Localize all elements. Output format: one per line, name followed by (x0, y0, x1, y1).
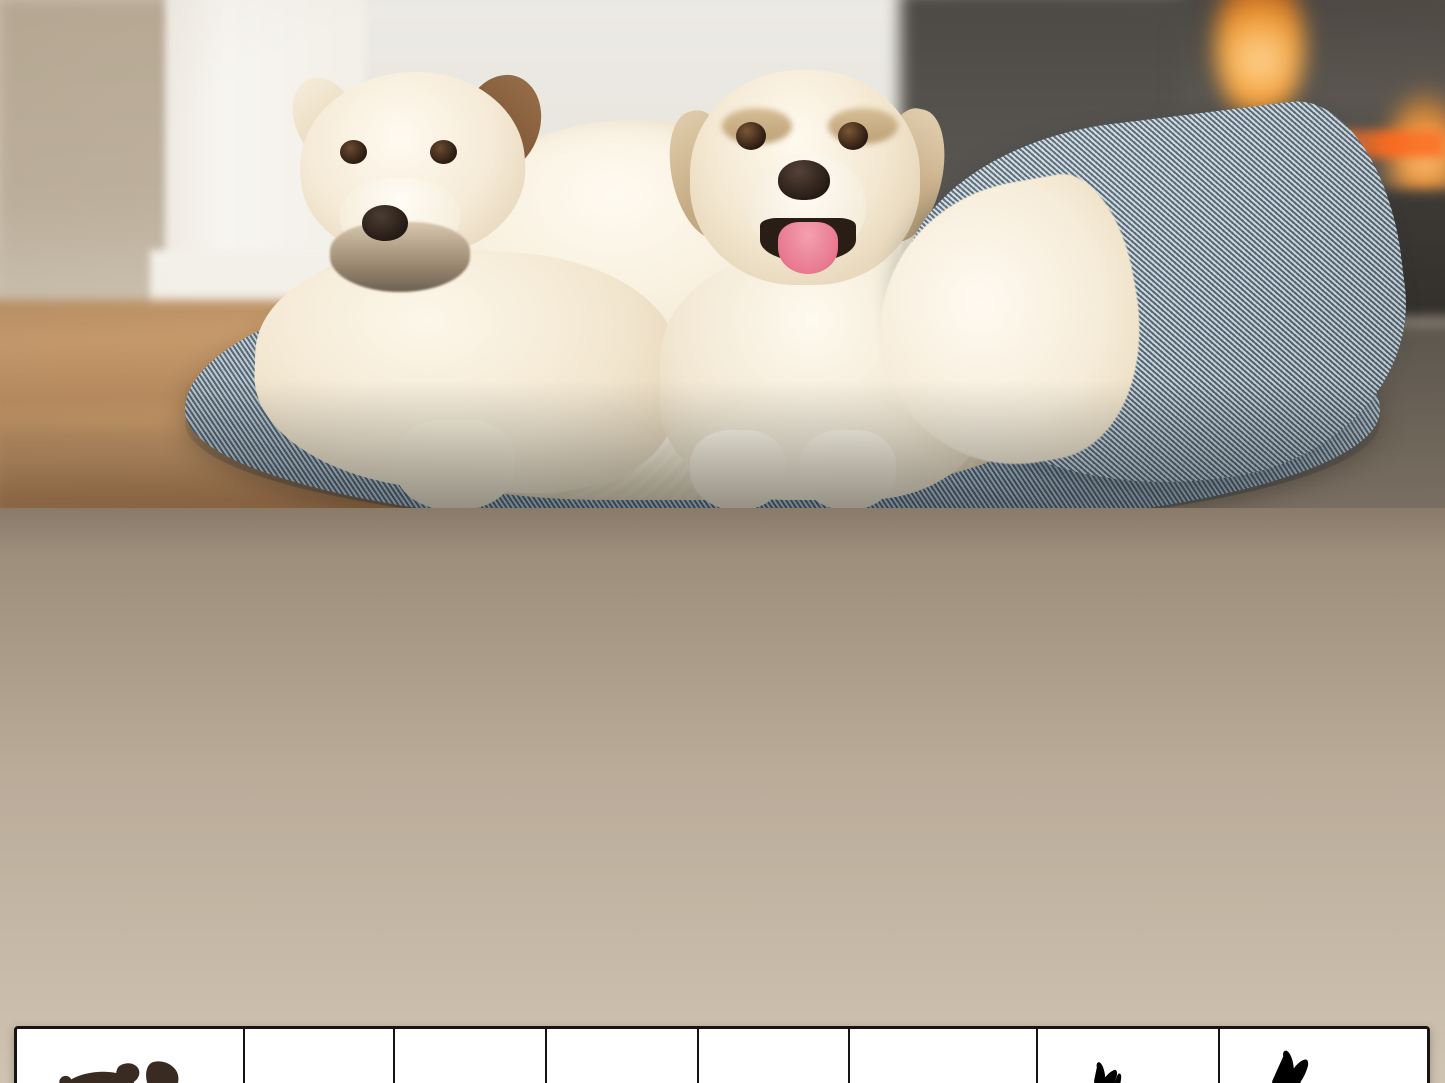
silhouette-cell-group-5 (848, 1029, 1038, 1083)
silhouette-cell-group-4 (697, 1029, 850, 1083)
dog-right-tongue (778, 222, 838, 274)
great-dane-silhouette-icon (1271, 1050, 1308, 1083)
chart-frame: Snoozer® FOR DOG PEOPLE. BY DOG PEOPLE. (0, 508, 1445, 1083)
silhouette-cell-group-2 (393, 1029, 547, 1083)
silhouette-cell-group-7 (1218, 1029, 1427, 1083)
shiba-inu-silhouette-icon (712, 1078, 836, 1083)
dog-right-paw-left (690, 430, 786, 510)
golden-retriever-silhouette-icon (853, 1078, 1033, 1083)
dog-right-eye-left (736, 122, 766, 150)
brand-logo-cell: Snoozer® FOR DOG PEOPLE. BY DOG PEOPLE. (17, 1029, 245, 1083)
doberman-silhouette-icon (1094, 1061, 1122, 1083)
dog-left-eye-right (430, 140, 457, 164)
dog-right-eye-right (838, 122, 868, 150)
hero-photo (0, 0, 1445, 512)
size-chart-container: Snoozer® FOR DOG PEOPLE. BY DOG PEOPLE. (14, 1026, 1430, 1083)
silhouette-cell-group-3 (545, 1029, 699, 1083)
dog-left-paws (395, 420, 515, 510)
dog-head-logo-icon (59, 1060, 179, 1083)
silhouette-cell-group-1 (243, 1029, 395, 1083)
dog-bed-shadow (185, 380, 1380, 512)
photo-fireplace-flame-left (1215, 0, 1305, 120)
silhouette-row: Snoozer® FOR DOG PEOPLE. BY DOG PEOPLE. (17, 1029, 1427, 1083)
silhouette-cell-group-6 (1036, 1029, 1220, 1083)
dog-left-eye-left (340, 140, 367, 164)
dog-left-nose (362, 205, 408, 241)
photo-vignette (0, 0, 1445, 512)
dog-right-nose (778, 160, 830, 200)
dog-right-paw-right (800, 430, 896, 510)
size-chart-table: Snoozer® FOR DOG PEOPLE. BY DOG PEOPLE. (17, 1029, 1427, 1083)
